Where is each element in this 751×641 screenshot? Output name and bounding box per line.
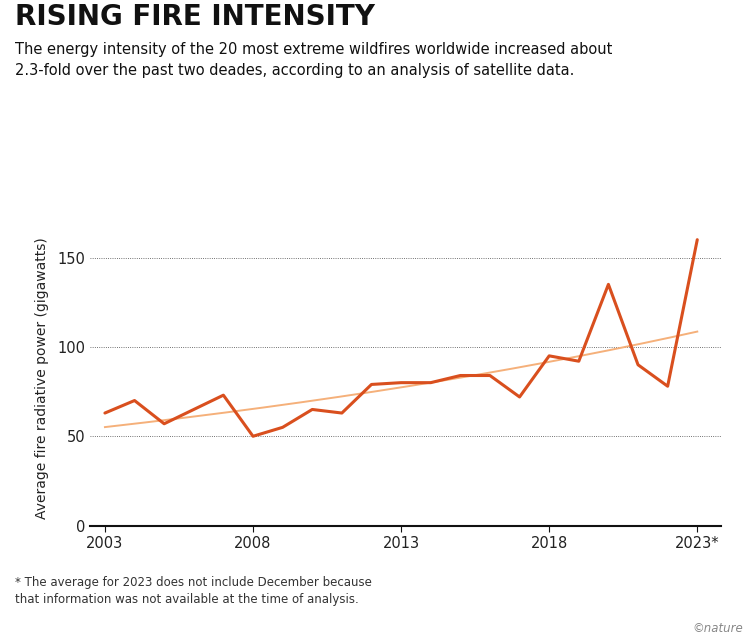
Text: The energy intensity of the 20 most extreme wildfires worldwide increased about
: The energy intensity of the 20 most extr… [15,42,612,78]
Text: RISING FIRE INTENSITY: RISING FIRE INTENSITY [15,3,375,31]
Text: ©nature: ©nature [692,622,743,635]
Text: * The average for 2023 does not include December because
that information was no: * The average for 2023 does not include … [15,576,372,606]
Y-axis label: Average fire radiative power (gigawatts): Average fire radiative power (gigawatts) [35,237,49,519]
